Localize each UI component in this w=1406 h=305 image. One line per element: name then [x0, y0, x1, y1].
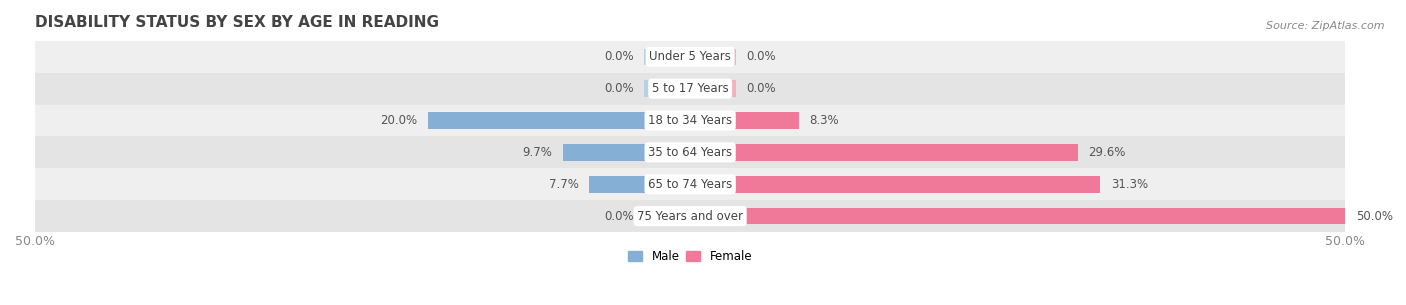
Text: 9.7%: 9.7%: [523, 146, 553, 159]
Text: 75 Years and over: 75 Years and over: [637, 210, 744, 223]
Text: 29.6%: 29.6%: [1088, 146, 1126, 159]
Bar: [690, 112, 799, 129]
Bar: [562, 144, 690, 161]
Text: 31.3%: 31.3%: [1111, 178, 1147, 191]
Bar: [35, 136, 1346, 168]
Text: Source: ZipAtlas.com: Source: ZipAtlas.com: [1267, 21, 1385, 31]
Text: DISABILITY STATUS BY SEX BY AGE IN READING: DISABILITY STATUS BY SEX BY AGE IN READI…: [35, 15, 439, 30]
Text: 5 to 17 Years: 5 to 17 Years: [652, 82, 728, 95]
Text: 0.0%: 0.0%: [747, 50, 776, 63]
Bar: [644, 81, 690, 97]
Text: 7.7%: 7.7%: [548, 178, 579, 191]
Text: 18 to 34 Years: 18 to 34 Years: [648, 114, 733, 127]
Text: 0.0%: 0.0%: [605, 82, 634, 95]
Bar: [427, 112, 690, 129]
Bar: [690, 48, 735, 65]
Legend: Male, Female: Male, Female: [623, 246, 756, 268]
Text: 35 to 64 Years: 35 to 64 Years: [648, 146, 733, 159]
Bar: [35, 41, 1346, 73]
Bar: [690, 208, 1346, 224]
Text: 65 to 74 Years: 65 to 74 Years: [648, 178, 733, 191]
Text: 20.0%: 20.0%: [381, 114, 418, 127]
Bar: [690, 81, 735, 97]
Bar: [35, 168, 1346, 200]
Bar: [35, 105, 1346, 136]
Bar: [644, 208, 690, 224]
Bar: [644, 48, 690, 65]
Bar: [35, 200, 1346, 232]
Bar: [35, 73, 1346, 105]
Bar: [690, 176, 1101, 192]
Text: 0.0%: 0.0%: [605, 50, 634, 63]
Bar: [589, 176, 690, 192]
Text: 8.3%: 8.3%: [810, 114, 839, 127]
Text: Under 5 Years: Under 5 Years: [650, 50, 731, 63]
Bar: [690, 144, 1078, 161]
Text: 50.0%: 50.0%: [1355, 210, 1393, 223]
Text: 0.0%: 0.0%: [747, 82, 776, 95]
Text: 0.0%: 0.0%: [605, 210, 634, 223]
